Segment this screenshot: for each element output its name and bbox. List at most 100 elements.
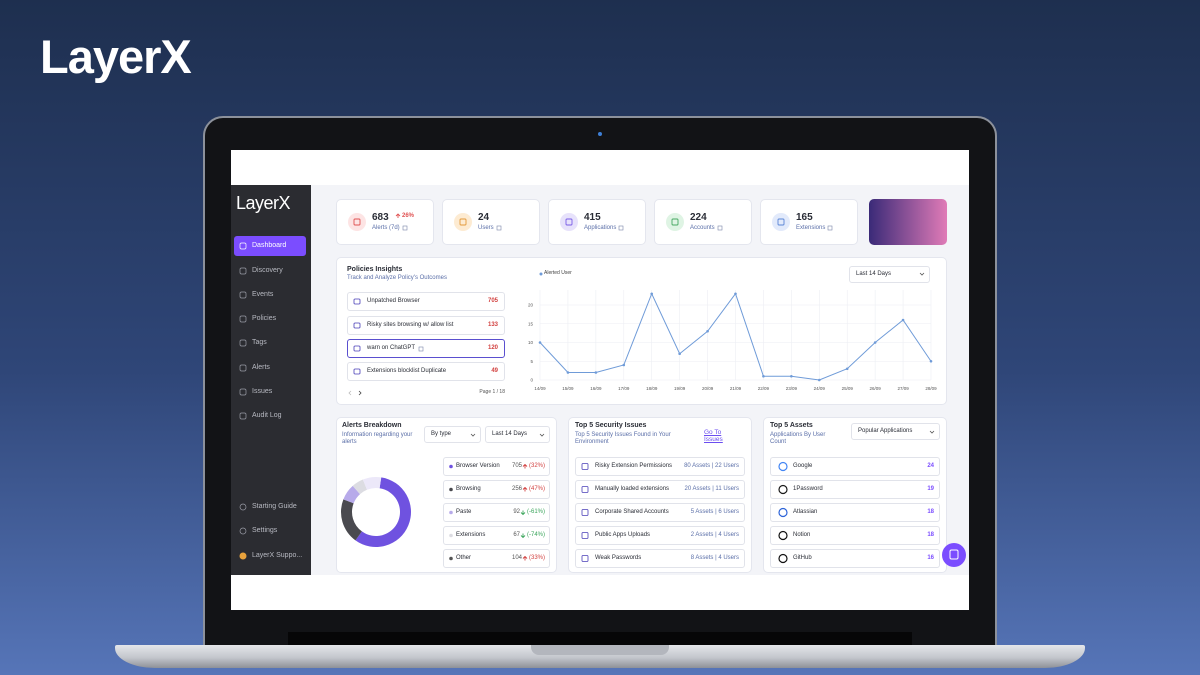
asset-item[interactable] [770,549,940,568]
alert-item[interactable] [443,503,550,522]
asset-name: Google [793,463,813,469]
policy-item[interactable] [347,362,505,381]
issue-count: 80 Assets | 22 Users [684,463,739,469]
nav-footer-item[interactable]: LayerX Suppo... [252,552,303,559]
assets-dropdown[interactable] [851,423,940,440]
alert-item[interactable] [443,549,550,568]
issues-link[interactable]: Go To Issues [704,429,723,444]
chart-legend: Alerted User [544,270,572,276]
alert-name: Extensions [456,532,486,538]
nav-item[interactable]: Discovery [252,267,283,274]
alert-item[interactable] [443,480,550,499]
card-title: Alerts Breakdown [342,422,402,429]
card-subtitle: Applications By User Count [770,432,826,445]
alert-change: (-61%) [526,509,545,515]
card-subtitle: Information regarding your alerts [342,432,413,445]
promo-banner[interactable] [869,199,947,245]
policy-count: 120 [487,345,498,351]
issue-item[interactable] [575,526,745,545]
alert-item[interactable] [443,457,550,476]
filter-dropdown[interactable] [485,426,550,443]
asset-item[interactable] [770,503,940,522]
asset-count: 18 [927,509,934,515]
issue-item[interactable] [575,480,745,499]
card-subtitle: Top 5 Security Issues Found in Your Envi… [575,432,671,445]
asset-item[interactable] [770,526,940,545]
stat-label: Applications [584,225,617,231]
nav-item[interactable]: Events [252,291,274,298]
stat-value: 415 [584,212,601,223]
alert-change: (-74%) [526,532,545,538]
dropdown-label: Last 14 Days [492,431,528,437]
policy-name: Extensions blocklist Duplicate [367,368,447,374]
policy-name: Unpatched Browser [367,298,420,304]
policy-name: Risky sites browsing w/ allow list [367,322,454,328]
issue-item[interactable] [575,549,745,568]
issue-count: 5 Assets | 6 Users [690,509,739,515]
card-title: Top 5 Security Issues [575,422,647,429]
stat-value: 224 [690,212,707,223]
stat-value: 165 [796,212,813,223]
asset-count: 24 [927,463,934,469]
policy-item[interactable] [347,292,505,311]
asset-count: 19 [927,486,934,492]
alert-name: Other [456,555,472,561]
stat-change: 26% [402,213,415,219]
card-subtitle: Track and Analyze Policy's Outcomes [347,275,447,281]
stat-label: Extensions [796,225,826,231]
policy-item[interactable] [347,339,505,358]
brand-logo: LayerX [40,30,192,83]
asset-count: 16 [927,555,934,561]
dropdown-label: Last 14 Days [856,271,892,277]
stat-value: 24 [478,212,490,223]
nav-item[interactable]: Alerts [252,364,270,371]
issue-name: Risky Extension Permissions [595,463,673,469]
card-title: Policies Insights [347,266,403,273]
chart-dropdown[interactable] [849,266,930,283]
nav-item[interactable]: Tags [252,339,267,346]
hinge [288,632,912,645]
alert-change: (33%) [528,555,545,561]
camera [598,132,602,136]
stat-label: Users [478,225,494,231]
issue-count: 2 Assets | 4 Users [690,532,739,538]
nav-item[interactable]: Policies [252,315,277,322]
alert-item[interactable] [443,526,550,545]
alert-change: (32%) [528,463,545,469]
alert-value: 705 [511,463,522,469]
policy-item[interactable] [347,316,505,335]
policy-count: 49 [491,368,498,374]
nav-item[interactable]: Issues [252,388,273,395]
nav-item[interactable]: Dashboard [252,242,287,249]
nav-item[interactable]: Audit Log [252,412,282,419]
nav-active-bg [234,236,306,256]
asset-item[interactable] [770,457,940,476]
asset-item[interactable] [770,480,940,499]
asset-name: GitHub [793,555,812,561]
laptop-base [115,645,1085,668]
laptop-notch [531,645,669,655]
issue-name: Public Apps Uploads [595,532,651,538]
filter-dropdown[interactable] [424,426,481,443]
issue-item[interactable] [575,457,745,476]
nav-footer-item[interactable]: Starting Guide [252,503,297,510]
card-title: Top 5 Assets [770,422,813,429]
alert-value: 104 [511,555,522,561]
dropdown-label: Popular Applications [858,428,913,434]
policy-count: 705 [487,298,498,304]
issue-name: Weak Passwords [595,555,642,561]
sidebar-logo: LayerX [236,193,291,213]
nav-footer-item[interactable]: Settings [252,527,278,534]
issue-count: 20 Assets | 11 Users [684,486,739,492]
pagination: Page 1 / 18 [479,389,505,395]
alert-change: (47%) [528,486,545,492]
issue-item[interactable] [575,503,745,522]
stat-card[interactable] [336,199,434,245]
stat-card[interactable] [442,199,540,245]
asset-name: 1Password [793,486,823,492]
alert-value: 256 [511,486,522,492]
asset-name: Atlassian [793,509,818,515]
